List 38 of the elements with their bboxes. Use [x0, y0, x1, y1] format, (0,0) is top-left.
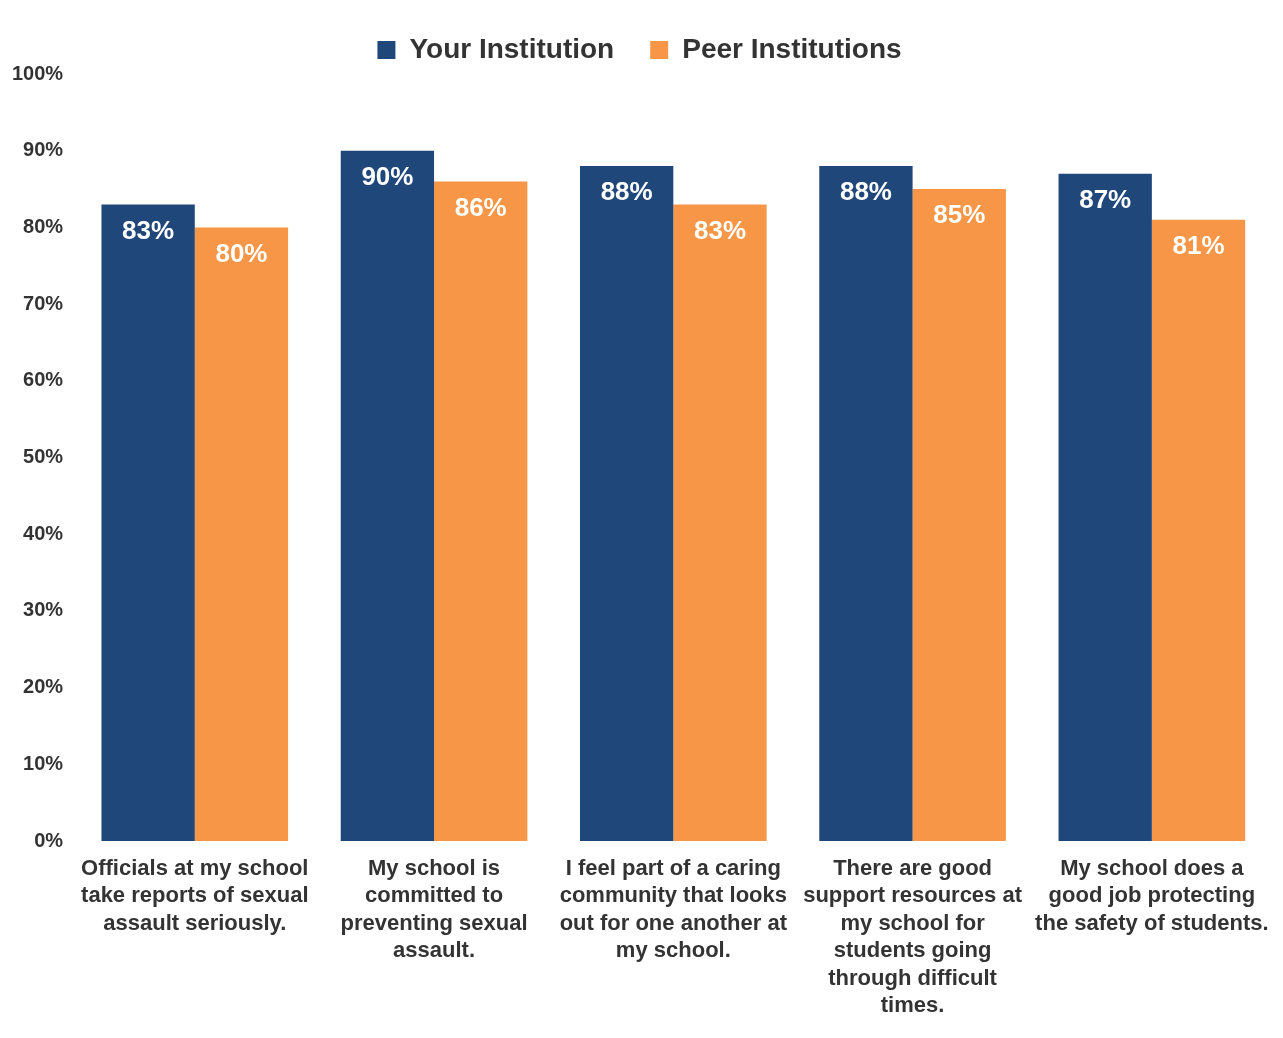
bar [1058, 173, 1152, 841]
bar [194, 227, 289, 841]
bar [673, 204, 767, 841]
y-tick-label: 100% [12, 61, 64, 84]
x-tick-label: My school does a good job protecting the safety of students. [1035, 854, 1269, 935]
data-label: 83% [122, 214, 175, 245]
y-tick-label: 30% [23, 598, 64, 621]
bar [580, 166, 674, 841]
x-tick-label: I feel part of a caring community that looks out for one another at my school. [559, 854, 788, 963]
legend-label: Peer Institutions [682, 32, 902, 64]
data-label: 87% [1079, 183, 1132, 214]
y-tick-label: 90% [23, 138, 64, 161]
bar [912, 189, 1006, 841]
y-tick-label: 70% [23, 291, 64, 314]
data-label: 88% [600, 176, 653, 207]
y-tick-label: 0% [34, 828, 64, 851]
data-label: 83% [693, 214, 746, 245]
bar [1151, 219, 1246, 841]
data-label: 85% [933, 199, 986, 230]
data-label: 80% [215, 237, 268, 268]
data-label: 88% [839, 176, 892, 207]
bar [101, 204, 195, 841]
bar [434, 181, 528, 841]
y-tick-label: 60% [23, 368, 64, 391]
y-tick-label: 40% [23, 521, 64, 544]
data-label: 81% [1172, 229, 1225, 260]
y-tick-label: 20% [23, 675, 64, 698]
bar [819, 166, 913, 841]
y-tick-label: 80% [23, 214, 64, 237]
x-tick-label: My school is committed to preventing sexual assault. [340, 854, 528, 963]
data-label: 90% [361, 160, 414, 191]
x-tick-label: There are good support resources at my school for students going through difficult times. [803, 854, 1023, 1018]
x-tick-label: Officials at my school take reports of sexual assault seriously. [81, 854, 309, 935]
legend-label: Your Institution [409, 32, 615, 64]
y-tick-label: 50% [23, 445, 64, 468]
y-tick-label: 10% [23, 751, 64, 774]
bar [340, 150, 435, 841]
data-label: 86% [454, 191, 507, 222]
